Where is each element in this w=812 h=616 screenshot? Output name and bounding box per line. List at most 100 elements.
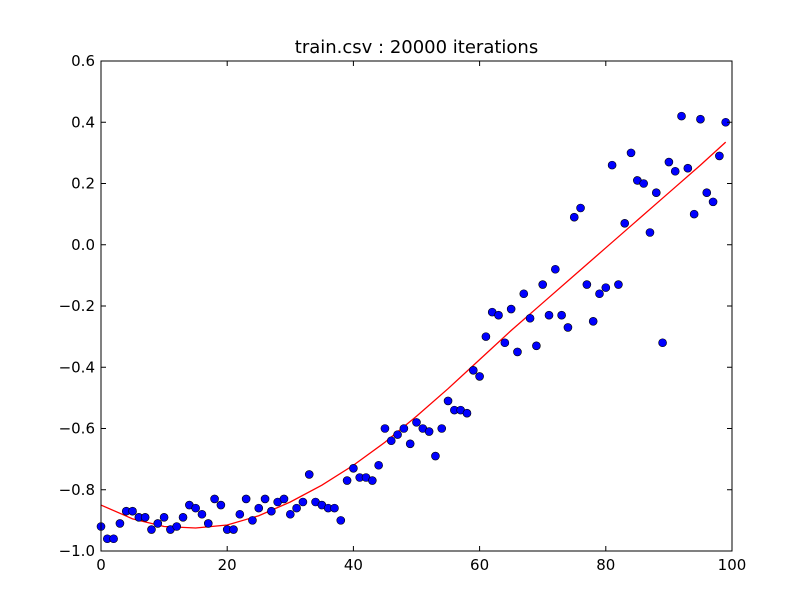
data-point bbox=[670, 166, 680, 176]
data-point bbox=[500, 338, 510, 348]
data-point bbox=[513, 347, 522, 357]
y-tick-label: 0.2 bbox=[71, 175, 95, 193]
data-point bbox=[595, 289, 604, 299]
data-point bbox=[519, 289, 529, 299]
y-tick-label: −1.0 bbox=[59, 542, 95, 560]
y-tick-label: −0.4 bbox=[59, 358, 95, 376]
data-point bbox=[349, 464, 358, 473]
data-point bbox=[140, 513, 150, 522]
plot-area bbox=[96, 111, 730, 544]
data-point bbox=[614, 280, 623, 289]
data-point bbox=[399, 424, 409, 433]
data-point bbox=[494, 310, 503, 320]
data-point bbox=[639, 179, 648, 188]
y-tick-label: −0.6 bbox=[59, 420, 95, 438]
y-tick-label: 0.6 bbox=[71, 52, 95, 70]
data-point bbox=[588, 317, 598, 326]
data-point bbox=[601, 283, 611, 292]
data-point bbox=[153, 519, 163, 528]
data-point bbox=[443, 396, 453, 406]
data-point bbox=[292, 503, 301, 513]
data-point bbox=[191, 503, 200, 513]
data-point bbox=[677, 111, 686, 121]
data-point bbox=[569, 212, 579, 222]
data-point bbox=[557, 310, 566, 320]
data-point bbox=[538, 280, 548, 289]
x-tick-label: 80 bbox=[596, 556, 615, 574]
chart-title: train.csv : 20000 iterations bbox=[295, 37, 538, 58]
data-point bbox=[576, 203, 585, 213]
data-point bbox=[254, 503, 264, 513]
data-point bbox=[437, 424, 447, 433]
data-point bbox=[468, 366, 478, 375]
data-point bbox=[582, 280, 592, 289]
y-tick-label: 0.4 bbox=[71, 113, 95, 131]
data-point bbox=[374, 460, 383, 470]
data-point bbox=[368, 476, 377, 485]
data-point bbox=[393, 430, 402, 439]
data-point bbox=[203, 519, 213, 528]
x-tick-label: 60 bbox=[470, 556, 489, 574]
x-tick-label: 20 bbox=[218, 556, 237, 574]
data-point bbox=[626, 148, 636, 158]
data-point bbox=[330, 503, 339, 513]
data-point bbox=[241, 494, 251, 504]
data-point bbox=[412, 418, 421, 427]
y-tick-label: −0.8 bbox=[59, 481, 95, 499]
data-point bbox=[285, 509, 295, 519]
data-point bbox=[197, 509, 207, 519]
x-tick-label: 40 bbox=[344, 556, 363, 574]
data-point bbox=[298, 497, 308, 507]
data-point bbox=[147, 525, 156, 534]
axis-ticks: 0 20 40 60 80 100 −1.0 −0.8 −0.6 −0.4 −0.2 0.0 0.2 0.… bbox=[59, 52, 747, 574]
data-point bbox=[689, 209, 699, 219]
data-point bbox=[462, 408, 472, 418]
x-tick-label: 100 bbox=[718, 556, 747, 574]
data-point bbox=[645, 228, 655, 237]
data-point bbox=[544, 310, 554, 320]
data-point bbox=[658, 338, 667, 348]
data-point bbox=[159, 513, 169, 522]
data-point bbox=[109, 534, 118, 544]
data-point bbox=[235, 509, 245, 519]
y-tick-label: −0.2 bbox=[59, 297, 95, 315]
data-point bbox=[481, 332, 491, 341]
data-point bbox=[664, 157, 674, 167]
data-point bbox=[563, 323, 573, 332]
data-point bbox=[424, 427, 434, 436]
data-point bbox=[229, 525, 238, 534]
data-point bbox=[551, 264, 560, 274]
data-point bbox=[216, 500, 226, 510]
data-point bbox=[336, 516, 346, 525]
y-tick-label: 0.0 bbox=[71, 236, 95, 254]
x-tick-label: 0 bbox=[96, 556, 106, 574]
data-point bbox=[651, 188, 661, 197]
data-point bbox=[178, 513, 188, 522]
data-point bbox=[386, 436, 396, 446]
data-point bbox=[683, 163, 693, 173]
data-point bbox=[475, 372, 484, 381]
data-point bbox=[696, 114, 705, 124]
data-point bbox=[525, 313, 535, 323]
data-point bbox=[405, 439, 415, 449]
data-point bbox=[115, 519, 125, 528]
data-point bbox=[380, 424, 390, 433]
data-point bbox=[702, 188, 712, 197]
data-point bbox=[708, 197, 718, 207]
data-point bbox=[248, 516, 257, 525]
data-point bbox=[620, 219, 630, 228]
data-point bbox=[128, 506, 137, 516]
data-point bbox=[267, 506, 276, 516]
data-point bbox=[715, 151, 724, 161]
data-point bbox=[260, 494, 270, 504]
data-point bbox=[210, 494, 219, 504]
data-point bbox=[279, 494, 289, 504]
data-point bbox=[172, 522, 182, 531]
data-point bbox=[532, 341, 541, 351]
data-point bbox=[304, 470, 314, 479]
data-point bbox=[342, 476, 352, 485]
data-point bbox=[431, 451, 440, 461]
data-point bbox=[607, 160, 617, 170]
